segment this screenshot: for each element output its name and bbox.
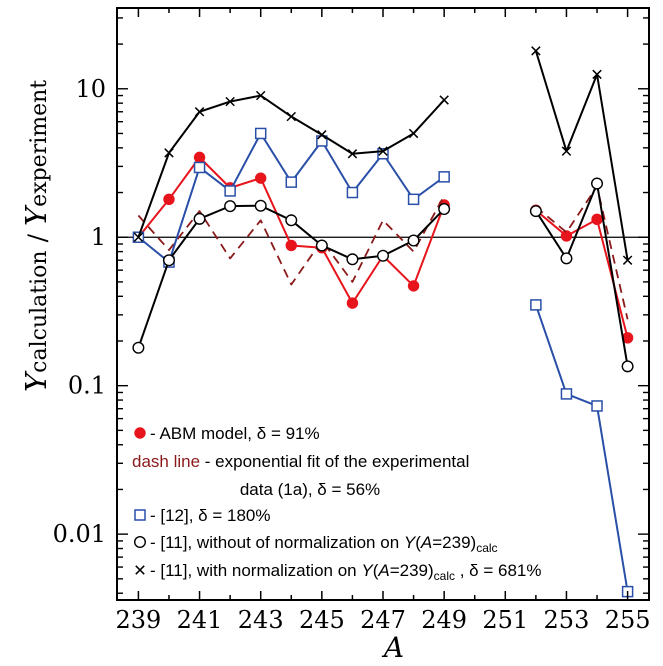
data-point: [347, 149, 358, 159]
data-point: [407, 193, 420, 206]
data-point: [592, 69, 602, 80]
x-tick-label: 247: [360, 606, 406, 634]
data-point: [193, 212, 206, 225]
data-point: [193, 151, 206, 164]
series-4: [133, 46, 633, 265]
data-point: [134, 427, 146, 439]
data-point: [193, 161, 206, 174]
data-point: [286, 111, 297, 122]
series-3: [132, 177, 634, 373]
data-point: [315, 239, 328, 252]
data-point: [346, 186, 359, 199]
data-point: [133, 232, 144, 242]
axis-layer: 239 241 243 245 247 249 251 253 255 0.01 0.1 1 10: [53, 7, 651, 634]
data-point: [621, 360, 634, 373]
y-axis-title-sub1: calculation: [27, 250, 52, 372]
series-line: [534, 50, 629, 261]
series-2: [132, 127, 634, 598]
data-point: [163, 193, 175, 206]
data-point: [591, 177, 604, 190]
data-point: [134, 509, 146, 521]
data-point: [255, 172, 267, 184]
data-point: [285, 214, 298, 227]
data-point: [407, 280, 420, 292]
series-line: [534, 304, 629, 592]
data-point: [133, 536, 146, 549]
x-tick-label: 253: [544, 606, 590, 634]
x-tick-label: 255: [605, 606, 651, 634]
series-line: [535, 185, 629, 320]
y-axis-title: Ycalculation / Yexperiment: [19, 80, 53, 392]
data-point: [531, 46, 541, 56]
data-point: [407, 234, 420, 247]
x-tick-label: 241: [177, 606, 223, 634]
data-point: [225, 96, 235, 107]
legend-entry: data (1a), δ = 56%: [240, 480, 380, 499]
y-tick-label: 10: [75, 75, 106, 103]
data-point: [438, 171, 450, 183]
series-line: [535, 209, 629, 339]
data-point: [591, 400, 603, 412]
y-axis-title-y1: Y: [19, 370, 53, 392]
data-point: [438, 202, 451, 215]
data-point: [194, 107, 205, 117]
x-tick-label: 239: [115, 606, 161, 634]
y-tick-label: 0.01: [53, 520, 106, 548]
x-tick-label: 249: [421, 606, 467, 634]
data-point: [346, 297, 359, 309]
data-point: [378, 146, 388, 156]
y-axis-title-sub2: experiment: [27, 80, 52, 207]
data-point: [132, 341, 145, 354]
x-tick-label: 245: [299, 606, 345, 634]
data-point: [622, 255, 633, 265]
legend: - ABM model, δ = 91% dash line - exponent…: [132, 424, 542, 583]
data-point: [560, 230, 573, 242]
data-point: [439, 95, 449, 105]
data-point: [224, 185, 236, 197]
data-point: [285, 176, 298, 188]
data-point: [408, 128, 419, 139]
data-point: [560, 252, 573, 265]
legend-entry: - [11], with normalization on Y(A=239)ca…: [150, 561, 542, 583]
data-point: [164, 148, 174, 158]
data-point: [591, 213, 603, 226]
data-point: [316, 135, 328, 147]
data-point: [529, 205, 542, 218]
y-tick-label: 0.1: [68, 372, 106, 400]
data-point: [162, 254, 175, 267]
legend-entry: - [11], without of normalization on Y(A=…: [150, 533, 498, 555]
data-point: [377, 147, 389, 160]
data-point: [254, 199, 267, 212]
data-point: [561, 146, 572, 156]
data-point: [224, 200, 237, 213]
series-0: [132, 151, 634, 344]
legend-entry: - ABM model, δ = 91%: [150, 424, 320, 443]
data-point: [254, 127, 267, 140]
data-point: [377, 249, 390, 262]
data-point: [346, 253, 359, 266]
data-point: [255, 90, 266, 101]
series-1: [137, 185, 629, 320]
data-point: [317, 130, 327, 140]
series-line: [535, 182, 629, 367]
legend-entry: - [12], δ = 180%: [150, 506, 271, 525]
data-point: [285, 239, 297, 252]
data-point: [135, 565, 145, 575]
legend-entry: dash line - exponential fit of the exper…: [132, 452, 469, 471]
x-tick-label: 243: [238, 606, 284, 634]
x-axis-title: A: [381, 631, 404, 664]
svg-text:Ycalculation/Yexperiment: Ycalculation / Yexperiment: [19, 80, 53, 392]
series-layer: [132, 46, 634, 598]
series-line: [137, 195, 445, 286]
data-point: [560, 388, 573, 400]
series-line: [137, 204, 445, 349]
y-axis-title-sep: /: [23, 233, 52, 242]
x-tick-label: 251: [482, 606, 528, 634]
y-tick-label: 1: [91, 223, 106, 251]
data-point: [530, 299, 542, 311]
y-axis-title-y2: Y: [19, 204, 53, 226]
